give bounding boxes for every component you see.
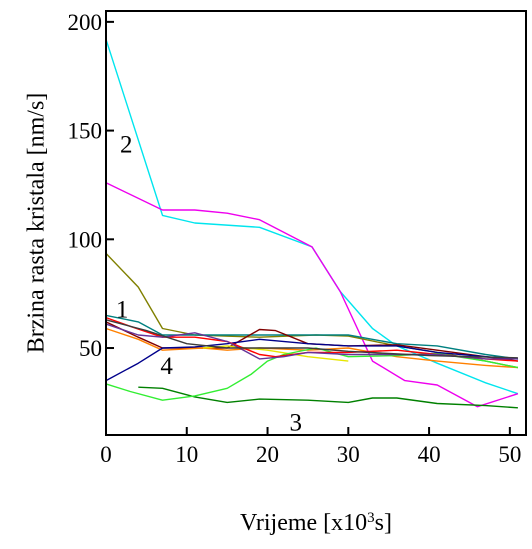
series-layer — [105, 39, 519, 409]
y-tick-label: 100 — [68, 227, 103, 252]
x-tick-label: 40 — [418, 442, 441, 467]
series-annotation-2: 2 — [120, 131, 133, 158]
y-tick-label: 150 — [68, 119, 103, 144]
series-annotation-1: 1 — [116, 297, 129, 324]
series-line-13 — [105, 319, 518, 359]
series-line-2 — [105, 182, 519, 408]
series-annotation-4: 4 — [160, 353, 173, 380]
x-tick-label: 0 — [100, 442, 112, 467]
annotations-layer: 2 1 4 3 — [116, 131, 302, 436]
series-line-12 — [105, 323, 518, 360]
y-tick-label: 200 — [68, 10, 103, 35]
x-tick-label: 10 — [175, 442, 198, 467]
ticks-layer: 0 10 20 30 40 50 50 100 150 200 — [68, 10, 522, 467]
series-line-4 — [105, 314, 518, 360]
y-axis-label: Brzina rasta kristala [nm/s] — [24, 93, 50, 354]
x-tick-label: 30 — [337, 442, 360, 467]
y-tick-label: 50 — [79, 336, 102, 361]
series-line-6 — [105, 327, 518, 369]
series-line-1 — [105, 39, 519, 395]
x-axis-label: Vrijeme [x103s] — [240, 510, 392, 536]
series-line-8 — [138, 386, 518, 409]
x-tick-label: 20 — [256, 442, 279, 467]
series-annotation-3: 3 — [290, 410, 303, 437]
plot-frame — [105, 10, 527, 436]
x-tick-label: 50 — [498, 442, 521, 467]
series-line-10 — [105, 338, 518, 382]
